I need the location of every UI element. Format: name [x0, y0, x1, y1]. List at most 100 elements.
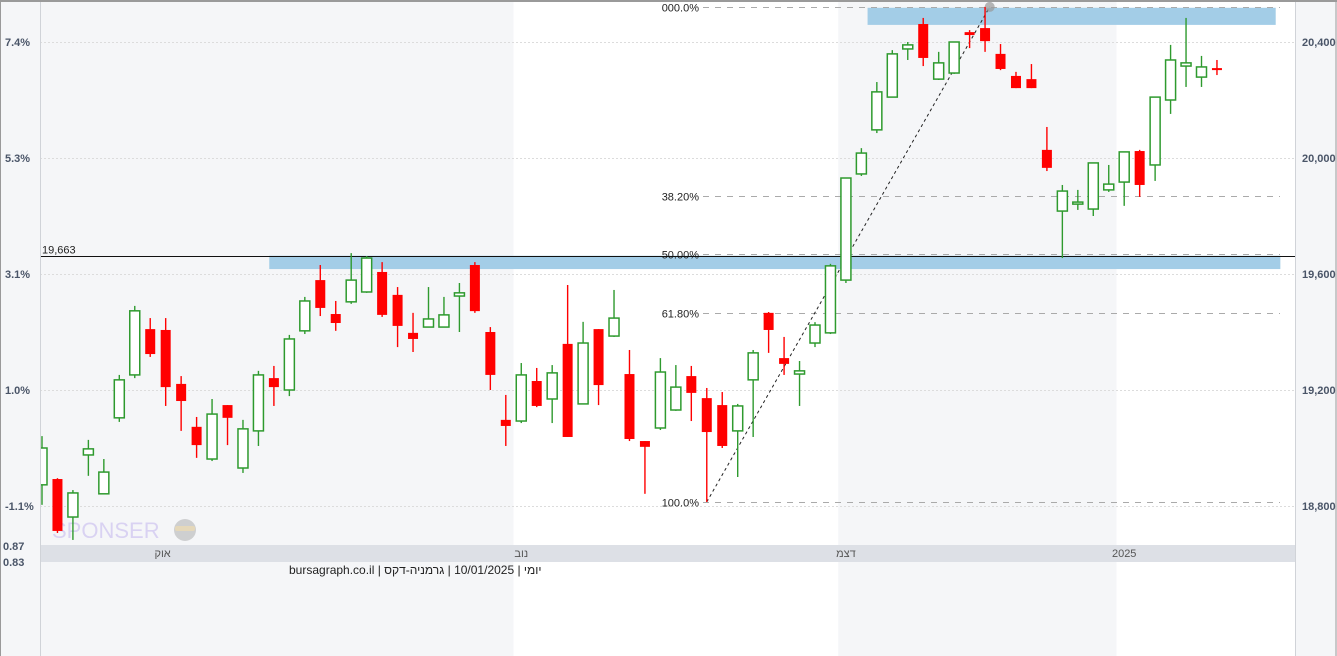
candle-body: [546, 372, 558, 400]
candle-body: [485, 332, 496, 375]
candle-body: [113, 379, 126, 419]
candle-body: [1072, 201, 1084, 205]
candle-body: [793, 370, 806, 375]
candle-body: [1195, 66, 1208, 78]
candle-body: [809, 324, 821, 344]
percent-axis-label: 1.0%: [5, 385, 30, 397]
candle-body: [268, 378, 279, 388]
candle-body: [345, 279, 357, 303]
candle-body: [1056, 190, 1069, 212]
fib-level-label: 50.00%: [662, 250, 700, 262]
candle-body: [453, 292, 466, 297]
candle-body: [191, 426, 202, 446]
candle-body: [283, 338, 296, 391]
price-axis: 20,400 20,000 19,600 19,200 18,800: [1302, 37, 1336, 513]
candle-body: [1010, 75, 1021, 89]
candle-body: [871, 91, 883, 131]
time-axis-strip: [40, 545, 1295, 562]
candle-body: [176, 383, 187, 402]
candle-body: [500, 419, 511, 426]
candle-body: [1211, 68, 1222, 71]
left-axis-extra-label-a: 0.87: [3, 541, 24, 553]
watermark-monkey-icon: [174, 519, 196, 541]
candle-body: [686, 376, 697, 393]
candle-body: [763, 312, 774, 330]
candle-body: [392, 294, 403, 326]
watermark: SPONSER: [52, 518, 160, 543]
candle-body: [731, 405, 744, 432]
candle-body: [422, 318, 435, 328]
fib-level-label: 000.0%: [662, 3, 700, 15]
candle-body: [980, 28, 991, 42]
candle-body: [824, 265, 837, 334]
fib-handle: [984, 1, 995, 12]
candle-body: [918, 24, 929, 58]
candle-body: [639, 441, 650, 447]
fib-level-label: 100.0%: [662, 498, 700, 510]
fib-level-label: 61.80%: [662, 309, 700, 321]
percent-axis: 7.4% 5.3% 3.1% 1.0% -1.1%: [5, 37, 34, 513]
candle-body: [855, 152, 868, 175]
candle-body: [948, 41, 960, 74]
price-axis-label: 19,200: [1302, 385, 1336, 397]
fibonacci-retracement: 000.0% 38.20% 50.00% 61.80% 100.0%: [662, 1, 1280, 510]
candle-body: [377, 271, 388, 315]
price-zone: [269, 255, 1281, 270]
time-axis-labels: אוק נוב דצמ 2025: [154, 548, 1136, 560]
candle-body: [52, 479, 63, 531]
grid-lines: [40, 42, 1295, 507]
right-axis-bg: [1296, 0, 1337, 656]
candle-body: [515, 374, 528, 422]
candle-body: [1180, 62, 1192, 67]
percent-axis-label: 5.3%: [5, 153, 30, 165]
candle-body: [577, 342, 589, 405]
zones: [269, 7, 1281, 270]
candle-body: [932, 62, 945, 80]
horizontal-line-label: 19,663: [42, 245, 76, 257]
candle-body: [1102, 183, 1115, 191]
candle-body: [438, 314, 450, 328]
candle-body: [562, 343, 573, 437]
percent-axis-label: 3.1%: [5, 269, 30, 281]
candle-body: [747, 352, 759, 381]
price-zone: [867, 7, 1276, 25]
time-axis-label: דצמ: [836, 548, 856, 560]
candle-body: [160, 329, 171, 388]
candle-body: [670, 386, 682, 411]
candle-body: [129, 310, 141, 376]
candle-body: [1026, 79, 1037, 89]
candle-body: [237, 428, 249, 469]
candle-body: [330, 314, 341, 324]
left-axis-extra-label-b: 0.83: [3, 557, 24, 569]
percent-axis-label: 7.4%: [5, 37, 30, 49]
candle-body: [145, 329, 156, 355]
fib-trend-line: [706, 6, 991, 503]
time-axis-label: נוב: [514, 548, 528, 560]
candle-body: [654, 371, 667, 429]
time-axis-label: 2025: [1112, 548, 1136, 560]
candle-body: [299, 300, 311, 332]
candle-body: [701, 398, 712, 433]
candle-body: [98, 471, 110, 495]
candle-body: [67, 492, 79, 518]
candle-body: [1149, 96, 1161, 166]
candle-body: [608, 317, 620, 337]
left-axis-bg: [0, 0, 40, 656]
candle-body: [252, 374, 265, 432]
price-axis-label: 18,800: [1302, 501, 1336, 513]
candle-body: [206, 413, 218, 460]
candle-body: [902, 44, 914, 50]
candle-body: [624, 374, 635, 440]
chart-footer: יומי | 10/01/2025 | גרמניה-דקס | bursagr…: [289, 563, 542, 577]
candle-body: [1087, 162, 1100, 210]
candle-body: [1164, 59, 1177, 101]
price-axis-label: 20,400: [1302, 37, 1336, 49]
time-axis-label: אוק: [154, 548, 170, 560]
candle-body: [469, 265, 480, 312]
candle-body: [840, 177, 852, 281]
candle-body: [1118, 151, 1130, 183]
candle-body: [964, 32, 975, 36]
candle-body: [593, 329, 604, 386]
candle-body: [1041, 149, 1052, 168]
